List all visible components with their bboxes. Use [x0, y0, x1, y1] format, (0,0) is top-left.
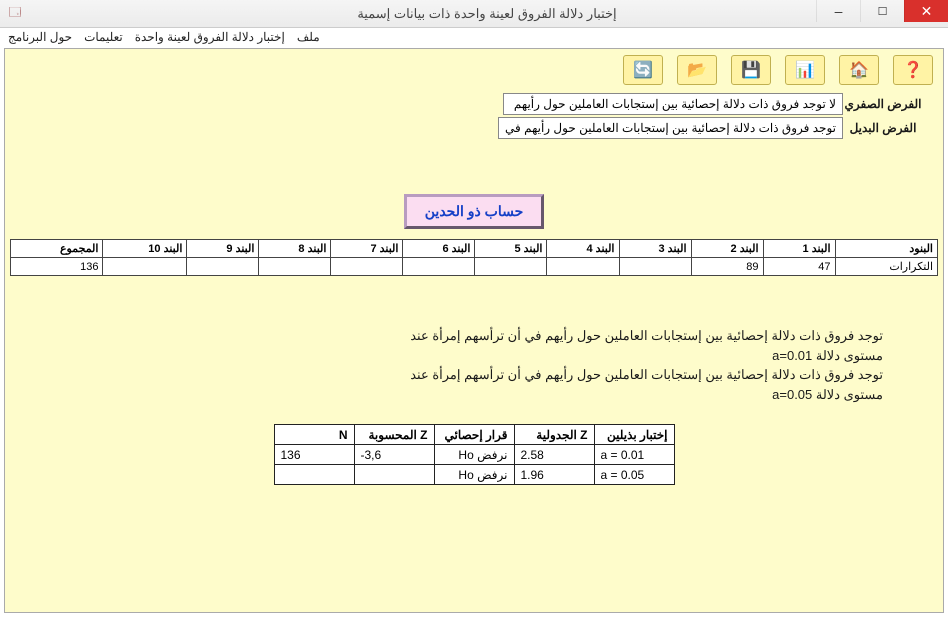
freq-cell[interactable] — [547, 258, 619, 276]
freq-row-label: التكرارات — [835, 258, 937, 276]
conclusion-line: توجد فروق ذات دلالة إحصائية بين إستجابات… — [65, 326, 883, 346]
conclusion-line: توجد فروق ذات دلالة إحصائية بين إستجابات… — [65, 365, 883, 385]
freq-header: البند 1 — [763, 240, 835, 258]
refresh-icon[interactable]: 🔄 — [623, 55, 663, 85]
menubar: ملف إختبار دلالة الفروق لعينة واحدة تعلي… — [0, 28, 948, 48]
open-icon[interactable]: 📂 — [677, 55, 717, 85]
freq-header: البند 3 — [619, 240, 691, 258]
decision-cell: نرفض Ho — [434, 445, 514, 465]
menu-file[interactable]: ملف — [297, 30, 320, 46]
h1-label: الفرض البديل — [843, 121, 923, 135]
zcalc-cell — [354, 465, 434, 485]
save-icon[interactable]: 💾 — [731, 55, 771, 85]
minimize-button[interactable] — [816, 0, 860, 22]
main-panel: 🔄 📂 💾 📊 🏠 ❓ الفرض الصفري لا توجد فروق ذا… — [4, 48, 944, 613]
results-row: a = 0.01 2.58 نرفض Ho -3,6 136 — [274, 445, 674, 465]
calculate-binomial-button[interactable]: حساب ذو الحدين — [404, 194, 544, 229]
freq-data-row: التكرارات 47 89 136 — [11, 258, 938, 276]
alt-hypothesis-row: الفرض البديل توجد فروق ذات دلالة إحصائية… — [5, 117, 923, 139]
freq-header: البند 5 — [475, 240, 547, 258]
freq-header: البند 8 — [259, 240, 331, 258]
grid-icon[interactable]: 📊 — [785, 55, 825, 85]
freq-cell[interactable]: 47 — [763, 258, 835, 276]
freq-cell[interactable] — [475, 258, 547, 276]
maximize-button[interactable] — [860, 0, 904, 22]
alpha-cell: a = 0.01 — [594, 445, 674, 465]
menu-test[interactable]: إختبار دلالة الفروق لعينة واحدة — [135, 30, 285, 46]
freq-header: المجموع — [11, 240, 103, 258]
freq-cell[interactable] — [103, 258, 187, 276]
h1-text[interactable]: توجد فروق ذات دلالة إحصائية بين إستجابات… — [498, 117, 843, 139]
freq-header: البند 7 — [331, 240, 403, 258]
results-header: قرار إحصائي — [434, 425, 514, 445]
results-header: Z الجدولية — [514, 425, 594, 445]
zcalc-cell: -3,6 — [354, 445, 434, 465]
null-hypothesis-row: الفرض الصفري لا توجد فروق ذات دلالة إحصا… — [5, 93, 923, 115]
toolbar: 🔄 📂 💾 📊 🏠 ❓ — [5, 51, 943, 91]
results-row: a = 0.05 1.96 نرفض Ho — [274, 465, 674, 485]
ztable-cell: 1.96 — [514, 465, 594, 485]
results-header: إختبار بذيلين — [594, 425, 674, 445]
freq-header: البنود — [835, 240, 937, 258]
menu-about[interactable]: حول البرنامج — [8, 30, 72, 46]
freq-cell[interactable] — [331, 258, 403, 276]
freq-cell[interactable] — [187, 258, 259, 276]
n-cell: 136 — [274, 445, 354, 465]
close-button[interactable] — [904, 0, 948, 22]
frequency-table: البنود البند 1 البند 2 البند 3 البند 4 ا… — [10, 239, 938, 276]
conclusion-line: مستوى دلالة a=0.05 — [65, 385, 883, 405]
freq-header: البند 6 — [403, 240, 475, 258]
results-header: Z المحسوبة — [354, 425, 434, 445]
results-header: N — [274, 425, 354, 445]
freq-total: 136 — [11, 258, 103, 276]
freq-header: البند 10 — [103, 240, 187, 258]
results-header-row: إختبار بذيلين Z الجدولية قرار إحصائي Z ا… — [274, 425, 674, 445]
freq-cell[interactable] — [619, 258, 691, 276]
n-cell — [274, 465, 354, 485]
titlebar: إختبار دلالة الفروق لعينة واحدة ذات بيان… — [0, 0, 948, 28]
help-icon[interactable]: ❓ — [893, 55, 933, 85]
freq-cell[interactable]: 89 — [691, 258, 763, 276]
freq-cell[interactable] — [403, 258, 475, 276]
freq-header-row: البنود البند 1 البند 2 البند 3 البند 4 ا… — [11, 240, 938, 258]
menu-instructions[interactable]: تعليمات — [84, 30, 123, 46]
results-table: إختبار بذيلين Z الجدولية قرار إحصائي Z ا… — [274, 424, 675, 485]
freq-header: البند 4 — [547, 240, 619, 258]
conclusions: توجد فروق ذات دلالة إحصائية بين إستجابات… — [65, 326, 883, 404]
window-controls — [816, 0, 948, 27]
app-icon — [4, 3, 26, 25]
h0-label: الفرض الصفري — [843, 97, 923, 111]
freq-header: البند 2 — [691, 240, 763, 258]
freq-header: البند 9 — [187, 240, 259, 258]
decision-cell: نرفض Ho — [434, 465, 514, 485]
h0-text[interactable]: لا توجد فروق ذات دلالة إحصائية بين إستجا… — [503, 93, 843, 115]
window-title: إختبار دلالة الفروق لعينة واحدة ذات بيان… — [26, 6, 948, 22]
conclusion-line: مستوى دلالة a=0.01 — [65, 346, 883, 366]
home-icon[interactable]: 🏠 — [839, 55, 879, 85]
ztable-cell: 2.58 — [514, 445, 594, 465]
freq-cell[interactable] — [259, 258, 331, 276]
alpha-cell: a = 0.05 — [594, 465, 674, 485]
